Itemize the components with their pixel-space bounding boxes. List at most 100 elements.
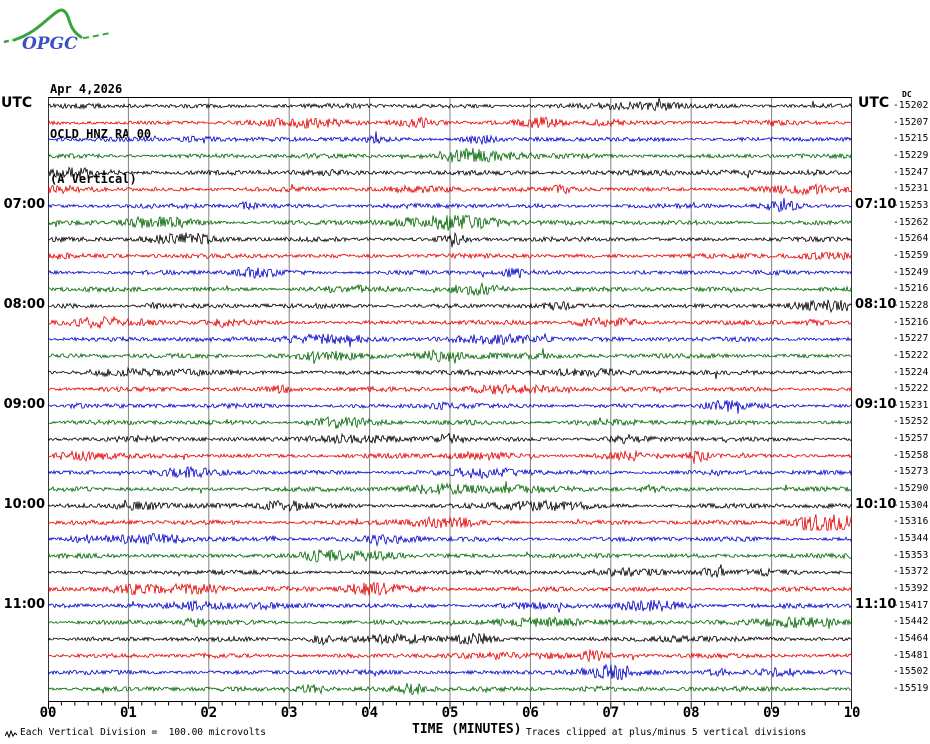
dc-value: -15249 [893, 266, 929, 278]
trace-row [47, 683, 853, 696]
dc-value: -15207 [893, 116, 929, 128]
dc-value: -15258 [893, 449, 929, 461]
logo-mountain-curve [12, 8, 83, 42]
dc-value: -15442 [893, 616, 929, 628]
utc-label-right: UTC [858, 95, 890, 111]
hour-label-right: 07:10 [855, 196, 897, 212]
dc-label: DC [902, 90, 912, 99]
hour-label-left: 10:00 [3, 496, 45, 512]
hour-label-left: 07:00 [3, 196, 45, 212]
trace-row [47, 514, 853, 531]
trace-row [47, 281, 853, 296]
header-date: Apr 4,2026 [50, 82, 123, 96]
mini-trace-icon [5, 729, 18, 739]
x-tick-label: 08 [682, 705, 700, 721]
trace-row [47, 333, 853, 348]
dc-value: -15202 [893, 100, 929, 111]
trace-row [47, 348, 853, 365]
trace-row [47, 315, 853, 330]
dc-value: -15502 [893, 666, 929, 678]
x-tick-label: 09 [763, 705, 781, 721]
hour-label-right: 09:10 [855, 396, 897, 412]
dc-value: -15290 [893, 483, 929, 495]
dc-value: -15229 [893, 149, 929, 161]
trace-row [47, 383, 853, 395]
logo-curve-dash-right [82, 32, 111, 39]
x-tick-label: 05 [441, 705, 459, 721]
dc-value: -15222 [893, 349, 929, 361]
trace-row [48, 616, 853, 629]
dc-value: -15253 [893, 199, 929, 211]
x-tick-label: 07 [602, 705, 620, 721]
dc-value: -15215 [893, 133, 929, 145]
dc-value: -15216 [893, 316, 929, 328]
utc-label-left: UTC [1, 95, 33, 111]
trace-row [47, 116, 852, 130]
x-axis-title: TIME (MINUTES) [412, 722, 522, 737]
clip-note: Traces clipped at plus/minus 5 vertical … [526, 727, 807, 738]
trace-row [47, 649, 853, 663]
hour-label-left: 11:00 [3, 596, 45, 612]
dc-value: -15316 [893, 516, 929, 528]
trace-row [47, 214, 853, 231]
trace-row [47, 131, 853, 145]
dc-value: -15372 [893, 566, 929, 578]
trace-row [47, 197, 853, 213]
x-tick-label: 02 [200, 705, 218, 721]
x-tick-label: 10 [843, 705, 861, 721]
trace-row [47, 366, 853, 380]
scale-note: Each Vertical Division = 100.00 microvol… [20, 727, 266, 738]
trace-row [48, 97, 853, 112]
trace-row [47, 231, 853, 248]
dc-value: -15231 [893, 183, 929, 195]
dc-value: -15344 [893, 533, 929, 545]
dc-value: -15264 [893, 233, 929, 245]
dc-value: -15262 [893, 216, 929, 228]
hour-label-right: 08:10 [855, 296, 897, 312]
dc-value: -15228 [893, 299, 929, 311]
trace-row [47, 581, 853, 596]
hour-label-right: 10:10 [855, 496, 897, 512]
dc-value: -15481 [893, 649, 929, 661]
trace-row [47, 147, 853, 163]
x-tick-label: 04 [361, 705, 379, 721]
logo-curve-dash-left [3, 38, 13, 44]
dc-value: -15464 [893, 633, 929, 645]
trace-row [47, 166, 853, 179]
hour-label-right: 11:10 [855, 596, 897, 612]
dc-value: -15353 [893, 549, 929, 561]
trace-row [47, 267, 853, 279]
trace-row [47, 432, 853, 445]
trace-row [47, 599, 853, 613]
trace-row [47, 465, 853, 480]
trace-plot-area [47, 97, 853, 714]
dc-value: -15227 [893, 333, 929, 345]
trace-row [47, 532, 853, 547]
dc-value: -15224 [893, 366, 929, 378]
hour-label-left: 09:00 [3, 396, 45, 412]
trace-row [47, 183, 853, 196]
trace-row [47, 564, 853, 578]
dc-value: -15392 [893, 583, 929, 595]
dc-value: -15247 [893, 166, 929, 178]
hour-label-left: 08:00 [3, 296, 45, 312]
dc-value: -15231 [893, 399, 929, 411]
dc-value: -15252 [893, 416, 929, 428]
trace-row [47, 299, 853, 314]
dc-value: -15216 [893, 283, 929, 295]
dc-value: -15222 [893, 383, 929, 395]
trace-row [47, 449, 853, 464]
x-tick-label: 03 [280, 705, 298, 721]
trace-row [47, 632, 853, 646]
logo-text: OPGC [22, 34, 78, 52]
seismogram-traces [47, 97, 853, 709]
trace-row [47, 499, 853, 513]
trace-row [47, 415, 853, 429]
trace-row [47, 251, 853, 261]
dc-value: -15417 [893, 599, 929, 611]
dc-value: -15304 [893, 499, 929, 511]
dc-value: -15519 [893, 683, 929, 694]
x-tick-label: 00 [39, 705, 57, 721]
x-tick-label: 01 [119, 705, 137, 721]
